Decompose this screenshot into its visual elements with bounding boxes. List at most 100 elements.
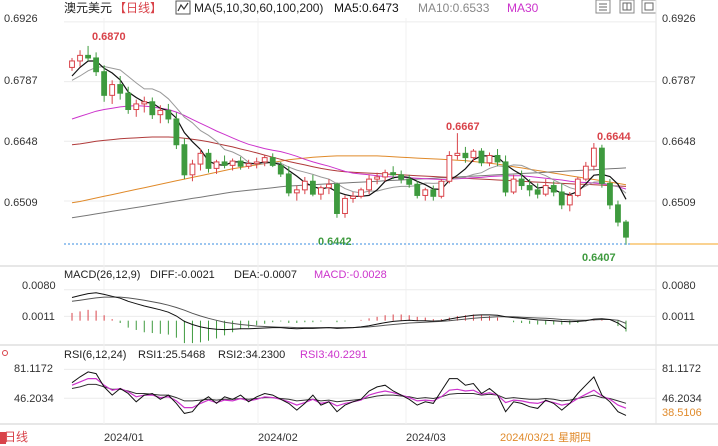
candle-down bbox=[125, 92, 132, 111]
rsi-lines bbox=[71, 371, 627, 416]
candle-up bbox=[326, 183, 332, 189]
candle-down bbox=[494, 154, 501, 163]
candle-up bbox=[189, 163, 196, 176]
candle-up bbox=[366, 178, 372, 191]
candle-down bbox=[173, 118, 180, 146]
price-y-axis: 0.6926 0.6926 0.6787 0.6787 0.6648 0.664… bbox=[4, 13, 696, 209]
symbol-label: 澳元美元 bbox=[64, 1, 112, 15]
candle-down bbox=[390, 172, 397, 176]
candle-down bbox=[85, 54, 91, 59]
candle-down bbox=[526, 185, 533, 191]
candle-up bbox=[438, 180, 445, 197]
candle-up bbox=[157, 109, 164, 116]
rsi3-label: RSI3:40.2291 bbox=[300, 349, 367, 361]
candlesticks bbox=[69, 45, 629, 245]
trend-icon bbox=[177, 2, 189, 12]
maximize-icon[interactable] bbox=[641, 0, 657, 14]
candle-down bbox=[101, 71, 108, 96]
candle-up bbox=[350, 195, 356, 199]
candle-up bbox=[582, 165, 589, 180]
candle-down bbox=[607, 182, 613, 206]
footer-brand-mark bbox=[0, 432, 6, 444]
candle-down bbox=[309, 180, 316, 195]
candle-up bbox=[77, 54, 83, 62]
macd-diff-label: DIFF:-0.0021 bbox=[150, 269, 215, 281]
price-ytick-left: 0.6648 bbox=[4, 136, 38, 148]
window-controls[interactable] bbox=[595, 0, 657, 14]
candle-up bbox=[301, 180, 308, 191]
ma10-label: MA10:0.6533 bbox=[418, 1, 490, 15]
dea-line bbox=[71, 296, 627, 329]
candle-up bbox=[133, 103, 140, 111]
rsi1-label: RSI1:25.5468 bbox=[138, 349, 205, 361]
ma100-line bbox=[71, 167, 627, 219]
candle-down bbox=[165, 109, 172, 120]
macd-ytick-left: 0.0080 bbox=[22, 280, 56, 292]
candle-down bbox=[285, 173, 292, 194]
candle-up bbox=[542, 185, 549, 195]
candle-down bbox=[277, 164, 284, 175]
candle-down bbox=[237, 160, 244, 167]
candle-up bbox=[141, 101, 148, 105]
x-tick-label: 2024/01 bbox=[104, 432, 144, 444]
candle-down bbox=[615, 204, 621, 223]
candle-down bbox=[221, 161, 228, 166]
panel-settings-icon[interactable] bbox=[2, 350, 8, 356]
candle-down bbox=[181, 144, 188, 176]
moving-average-lines bbox=[71, 60, 627, 219]
ma-params-label: MA(5,10,30,60,100,200) bbox=[194, 1, 323, 15]
candle-up bbox=[293, 189, 300, 194]
price-annotations: 0.6870 0.6667 0.6644 0.6442 0.6407 bbox=[92, 31, 632, 264]
high-annotation: 0.6644 bbox=[597, 131, 632, 143]
candle-down bbox=[205, 152, 212, 169]
candle-up bbox=[574, 178, 581, 196]
candle-up bbox=[382, 172, 389, 178]
rsi2-label: RSI2:34.2300 bbox=[218, 349, 285, 361]
candle-up bbox=[109, 84, 116, 96]
candle-up bbox=[446, 154, 453, 182]
candle-up bbox=[229, 160, 236, 166]
candle-up bbox=[590, 147, 597, 167]
candle-up bbox=[470, 150, 477, 159]
macd-histogram bbox=[71, 309, 627, 344]
candle-up bbox=[261, 157, 268, 163]
candle-down bbox=[430, 189, 437, 197]
diff-line bbox=[71, 292, 627, 331]
candle-up bbox=[69, 60, 75, 68]
macd-ytick-right: 0.0080 bbox=[662, 280, 696, 292]
candle-down bbox=[149, 101, 156, 116]
low-annotation: 0.6407 bbox=[582, 252, 616, 264]
candle-up bbox=[374, 176, 381, 180]
price-ytick-right: 0.6787 bbox=[662, 75, 696, 87]
candle-up bbox=[342, 197, 348, 214]
price-gridlines bbox=[64, 18, 656, 424]
rsi-params-label: RSI(6,12,24) bbox=[64, 349, 126, 361]
macd-lines bbox=[71, 292, 627, 331]
candle-up bbox=[510, 178, 517, 193]
candle-up bbox=[197, 152, 204, 165]
macd-dea-label: DEA:-0.0007 bbox=[234, 269, 297, 281]
candle-up bbox=[566, 194, 573, 206]
price-ytick-left: 0.6509 bbox=[4, 197, 38, 209]
ma30-label: MA30 bbox=[507, 1, 539, 15]
candle-down bbox=[550, 185, 557, 193]
candle-down bbox=[478, 150, 485, 164]
ma200-line bbox=[71, 155, 627, 204]
rsi-ytick-right: 81.1172 bbox=[662, 363, 701, 375]
rsi1-line bbox=[71, 371, 627, 416]
grid-lines-icon bbox=[599, 3, 607, 11]
price-ytick-left: 0.6926 bbox=[4, 13, 38, 25]
chart-header: 澳元美元 【日线】 MA(5,10,30,60,100,200) MA5:0.6… bbox=[64, 0, 539, 15]
candle-down bbox=[558, 191, 565, 206]
candle-down bbox=[406, 178, 413, 185]
period-label[interactable]: 【日线】 bbox=[114, 1, 162, 15]
candle-down bbox=[462, 152, 469, 159]
candle-up bbox=[358, 189, 364, 197]
candle-down bbox=[502, 161, 509, 193]
macd-ytick-left: 0.0011 bbox=[22, 311, 55, 323]
candle-up bbox=[213, 161, 220, 169]
macd-value-label: MACD:-0.0028 bbox=[314, 269, 387, 281]
candle-up bbox=[317, 187, 324, 195]
x-tick-label: 2024/03 bbox=[406, 432, 446, 444]
